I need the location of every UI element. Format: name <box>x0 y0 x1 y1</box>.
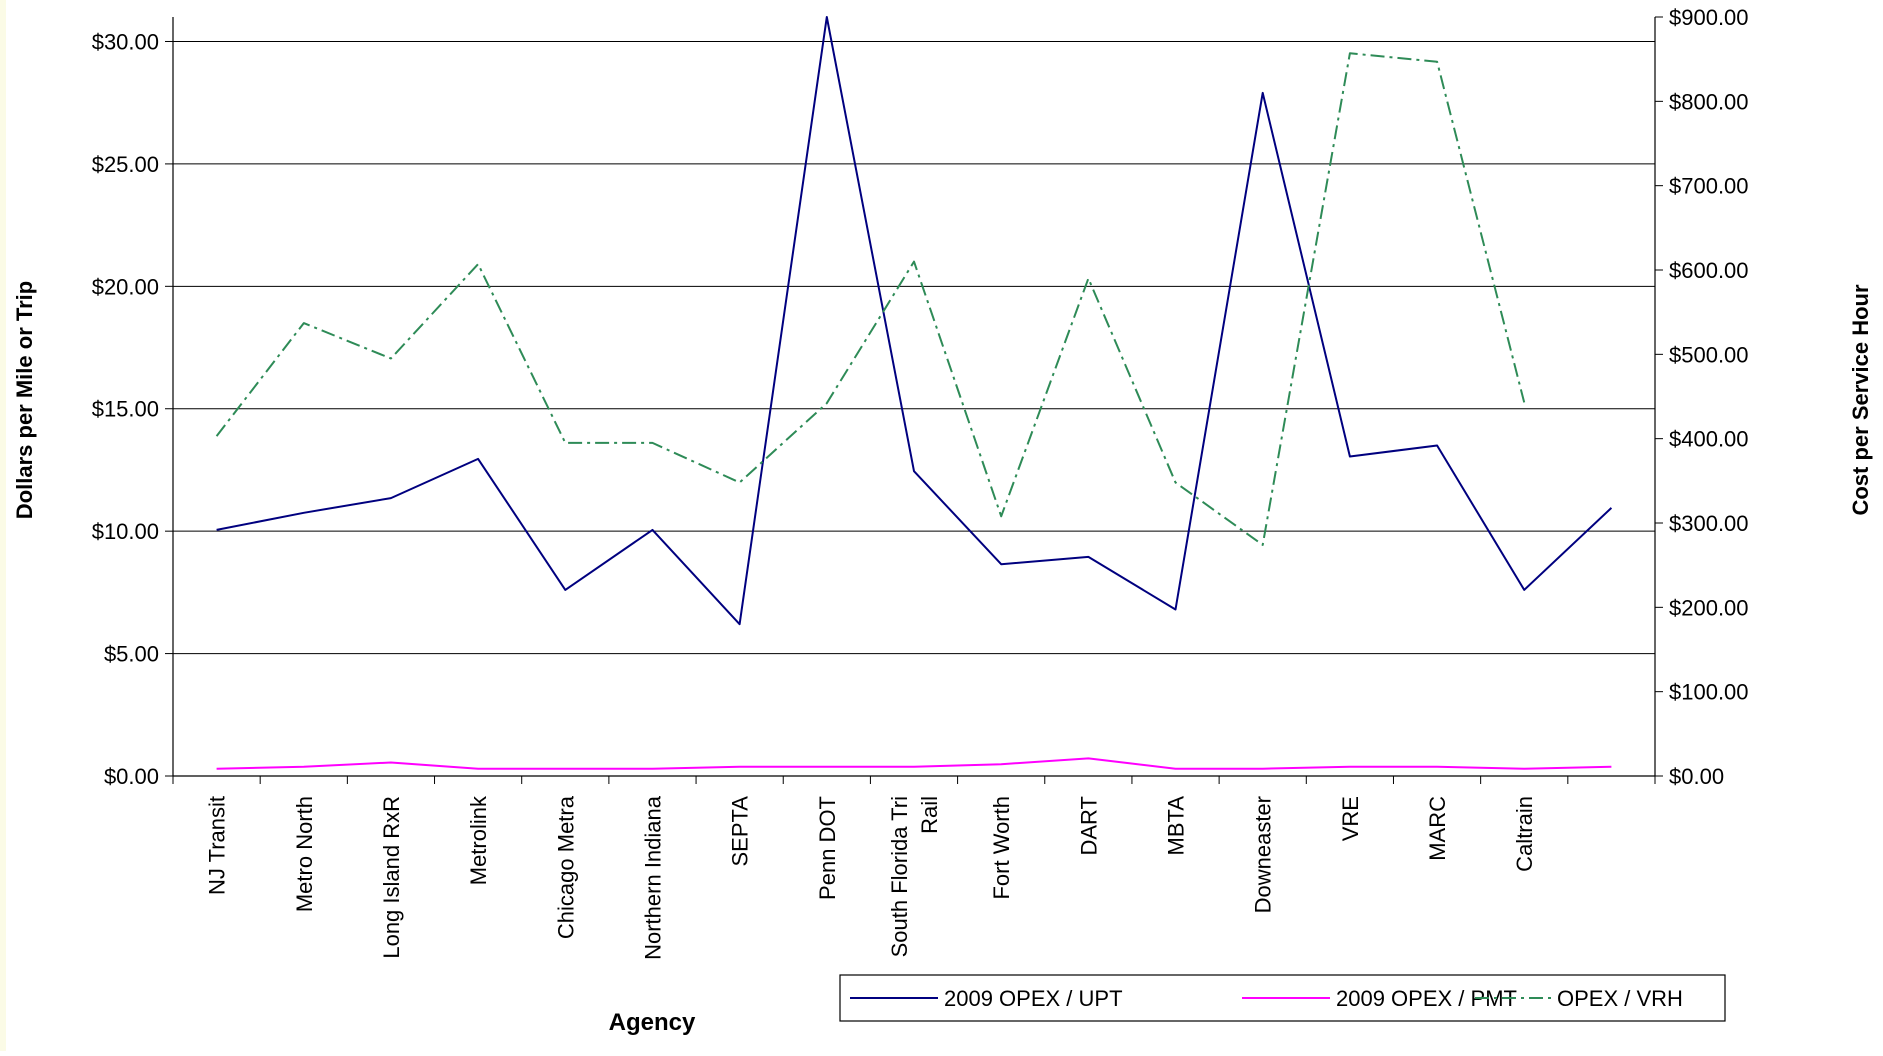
x-tick-label: Fort Worth <box>989 796 1014 900</box>
y2-axis-label: Cost per Service Hour <box>1848 284 1873 516</box>
legend-label-1: 2009 OPEX / UPT <box>944 986 1123 1011</box>
x-tick-label: SEPTA <box>728 796 753 867</box>
y2-tick-label: $800.00 <box>1669 89 1749 114</box>
y2-tick-label: $600.00 <box>1669 258 1749 283</box>
page-frame <box>0 0 6 1051</box>
x-tick-label: Northern Indiana <box>641 795 666 960</box>
legend-label-3: OPEX / VRH <box>1557 986 1683 1011</box>
x-tick-label: Metro North <box>292 796 317 912</box>
y-tick-label: $15.00 <box>92 397 159 422</box>
series-line-1 <box>217 17 1612 624</box>
labels-layer: $0.00 $5.00 $10.00 $15.00 $20.00 $25.00 $30.00… <box>92 5 1749 960</box>
x-tick-label: MBTA <box>1164 796 1189 856</box>
x-tick-label: Penn DOT <box>815 796 840 900</box>
series-line-2 <box>217 758 1612 768</box>
x-tick-label: DART <box>1076 796 1101 856</box>
y-tick-label: $5.00 <box>104 642 159 667</box>
y2-tick-label: $700.00 <box>1669 174 1749 199</box>
y-tick-label: $25.00 <box>92 152 159 177</box>
x-tick-label: Chicago Metra <box>553 795 578 939</box>
legend-label-2: 2009 OPEX / PMT <box>1336 986 1517 1011</box>
series-layer <box>216 17 1611 769</box>
x-tick-label: South Florida Tri <box>887 796 912 957</box>
x-tick-label: Rail <box>917 796 942 834</box>
y2-tick-label: $500.00 <box>1669 342 1749 367</box>
x-tick-label: VRE <box>1338 796 1363 841</box>
y2-tick-label: $400.00 <box>1669 427 1749 452</box>
x-tick-label: Caltrain <box>1512 796 1537 872</box>
series-line-3 <box>217 53 1525 545</box>
x-tick-label: Long Island RxR <box>379 796 404 959</box>
grid-layer <box>173 41 1655 653</box>
y2-tick-label: $100.00 <box>1669 680 1749 705</box>
x-tick-label: Downeaster <box>1251 796 1276 913</box>
axes-layer <box>165 17 1663 784</box>
y2-tick-label: $300.00 <box>1669 511 1749 536</box>
x-tick-label: MARC <box>1425 796 1450 861</box>
y-tick-label: $30.00 <box>92 29 159 54</box>
y2-tick-label: $0.00 <box>1669 764 1724 789</box>
legend: 2009 OPEX / UPT 2009 OPEX / PMT OPEX / VRH <box>840 975 1725 1021</box>
x-tick-label: NJ Transit <box>205 796 230 895</box>
y-tick-label: $10.00 <box>92 519 159 544</box>
y-axis-label: Dollars per Mile or Trip <box>12 281 37 519</box>
y2-tick-label: $900.00 <box>1669 5 1749 30</box>
x-tick-label: Metrolink <box>466 795 491 885</box>
x-axis-label: Agency <box>609 1009 696 1036</box>
y-tick-label: $20.00 <box>92 274 159 299</box>
y2-tick-label: $200.00 <box>1669 595 1749 620</box>
y-tick-label: $0.00 <box>104 764 159 789</box>
